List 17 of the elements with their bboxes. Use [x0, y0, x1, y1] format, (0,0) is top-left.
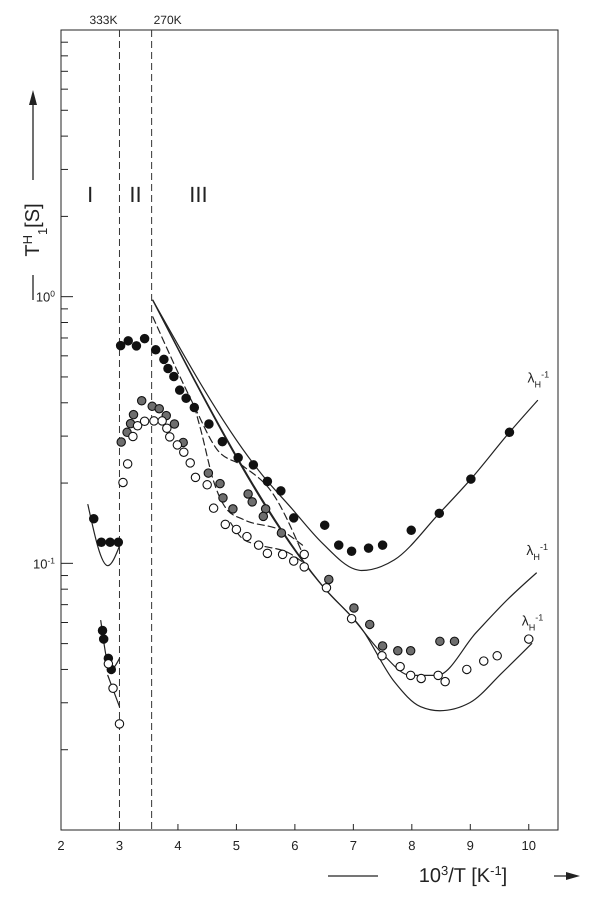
x-tick-label: 7: [350, 838, 357, 853]
annotation: I: [87, 182, 94, 207]
x-axis-title: 10$^{3}$/T [K$^{-1}$]: [418, 862, 508, 887]
x-tick-label: 9: [466, 838, 474, 853]
x-tick-label: 6: [291, 838, 298, 853]
y-tick-label: 10$^{0}$: [36, 288, 56, 305]
annotation: III: [189, 182, 208, 207]
annotation: II: [129, 182, 142, 207]
x-tick-label: 8: [408, 838, 416, 853]
x-tick-label: 4: [174, 838, 182, 853]
x-tick-label: 2: [57, 838, 65, 853]
y-tick-label: 10$^{-1}$: [33, 555, 56, 572]
ref-line-label: 333K: [89, 13, 118, 27]
x-tick-label: 3: [116, 838, 124, 853]
x-tick-label: 5: [232, 838, 240, 853]
x-tick-label: 10: [522, 838, 536, 853]
ref-line-label: 270K: [154, 13, 182, 27]
